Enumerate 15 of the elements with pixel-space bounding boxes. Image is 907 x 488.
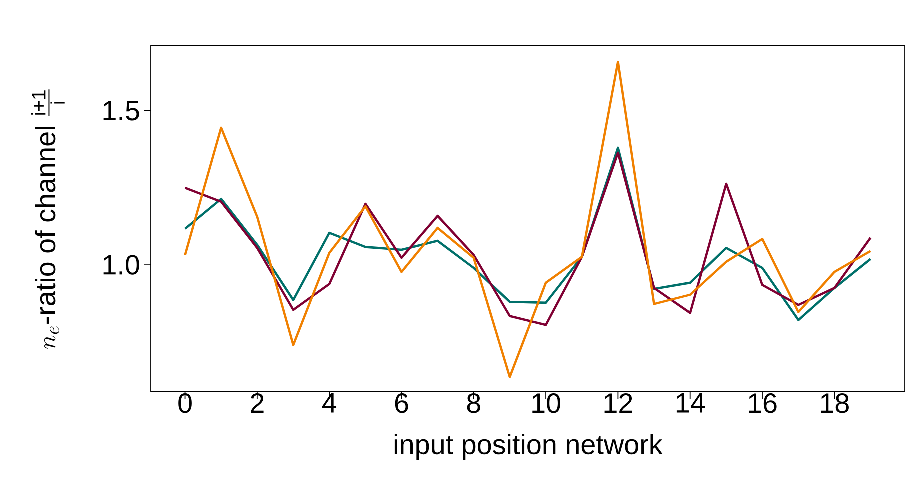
y-tick-label: 1.0 [104,255,140,275]
x-tick-label: 10 [532,394,560,414]
x-tick-label: 12 [604,394,632,413]
y-tick-label: 1.5 [104,101,140,121]
x-tick-label: 2 [251,394,264,413]
x-tick-label: 8 [467,394,480,414]
x-tick-label: 0 [178,394,192,414]
x-axis-title: input position network [394,434,663,460]
x-tick-label: 14 [676,394,706,413]
x-tick-label: 18 [821,394,849,414]
x-tick-label: 4 [322,394,337,413]
x-tick-label: 16 [749,394,777,414]
y-axis-title: $n_e\text{-ratio of channel }\frac{\text{i+1}}{\text{i}}$ [32,90,65,349]
line-series [184,60,872,378]
x-tick-label: 6 [395,394,408,414]
